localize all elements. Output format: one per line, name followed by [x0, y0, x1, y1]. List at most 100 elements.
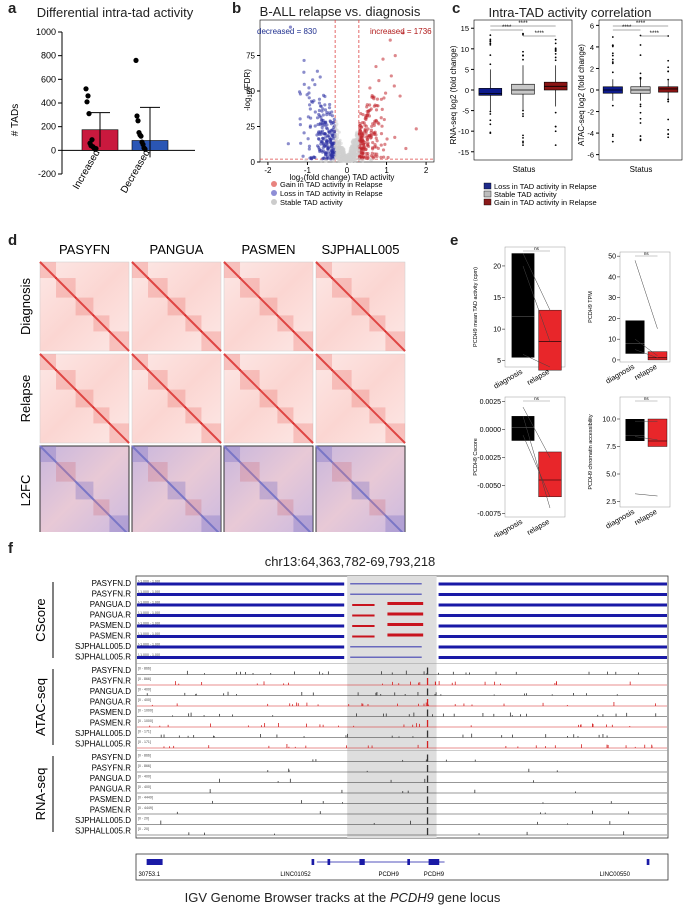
panel-c-outlier — [489, 123, 492, 126]
panel-d-diagonal — [223, 261, 314, 352]
panel-d-tad-block — [93, 407, 110, 424]
panel-c-outlier — [667, 66, 670, 69]
panel-d-tad-block — [148, 278, 168, 298]
panel-c-ytick-label: -5 — [462, 107, 469, 116]
panel-d-tad-block — [224, 262, 241, 279]
panel-b-point — [380, 124, 384, 128]
panel-c-ytick-label: -15 — [458, 148, 469, 157]
panel-d-tad-block — [75, 389, 94, 408]
panel-e-ns: ns — [534, 246, 540, 251]
panel-f-gene-exon — [327, 859, 331, 865]
panel-f-cscore-track — [438, 593, 667, 596]
panel-b-point — [298, 92, 303, 96]
panel-c-outlier — [522, 58, 524, 61]
panel-b-point — [317, 112, 321, 117]
panel-f-cscore-track — [137, 635, 345, 638]
panel-d-diagonal — [315, 261, 406, 352]
panel-b-point — [370, 146, 375, 150]
panel-e-ytick-label: 15 — [493, 295, 501, 302]
panel-d-tad-block — [56, 462, 76, 482]
panel-c-outlier — [667, 59, 670, 62]
panel-f-track-label: PASYFN.D — [92, 666, 132, 675]
panel-e-ylabel: PCDH9 chromatin accessibility — [588, 414, 594, 489]
panel-d-tad-block — [293, 515, 313, 535]
panel-b-point — [354, 133, 358, 137]
panel-e-ytick-label: 0.0025 — [480, 399, 502, 406]
panel-b-xtick-label: 0 — [345, 166, 350, 175]
panel-b-point — [357, 154, 362, 158]
panel-b-point — [368, 86, 372, 90]
panel-c-legend-label: Loss in TAD activity in Relapse — [494, 182, 597, 191]
panel-e-category-label: relapse — [633, 507, 659, 527]
panel-c-outlier — [522, 50, 524, 53]
panel-d-tad-block — [277, 315, 294, 332]
panel-b-point — [316, 137, 321, 141]
panel-b-point — [342, 158, 346, 162]
panel-b-point — [346, 158, 351, 162]
panel-b-point — [299, 141, 303, 145]
panel-d-tad-block — [293, 331, 313, 351]
panel-b-point — [323, 103, 327, 107]
panel-b-point — [382, 155, 386, 159]
panel-b-xtick-label: -1 — [304, 166, 312, 175]
panel-f-track-range: [0 - 400] — [138, 785, 151, 789]
panel-b-point — [320, 122, 324, 126]
panel-c-outlier — [554, 38, 557, 41]
panel-e-ns: ns — [644, 251, 650, 256]
panel-b-point — [352, 145, 357, 149]
panel-f-cscore-positive — [387, 612, 424, 616]
panel-b-point — [385, 137, 389, 141]
panel-c-outlier — [611, 58, 614, 61]
panel-f-gene-exon — [311, 859, 315, 865]
panel-c-outlier — [667, 128, 670, 131]
panel-b-legend-label: Gain in TAD activity in Relapse — [280, 180, 383, 189]
panel-b-ytick-label: 25 — [246, 123, 255, 132]
panel-f-track-label: PASMEN.D — [90, 708, 131, 717]
panel-e-frame — [504, 396, 566, 518]
panel-e-ylabel: PCDH9 Cscore — [473, 438, 479, 476]
panel-b-point — [350, 139, 355, 143]
panel-b-point — [374, 136, 378, 140]
panel-b-point — [306, 115, 310, 119]
panel-b-point — [376, 104, 380, 108]
panel-b-point — [323, 121, 327, 125]
panel-b-point — [380, 107, 384, 111]
panel-b-point — [337, 154, 341, 158]
panel-f-cscore-track — [137, 656, 345, 659]
panel-b-point — [351, 155, 355, 159]
panel-f-track-label: PASYFN.R — [92, 764, 132, 773]
panel-f-gene-label: LINC01052 — [280, 872, 311, 878]
panel-b-point — [298, 117, 302, 121]
panel-b-legend-label: Stable TAD activity — [280, 198, 343, 207]
panel-b-point — [388, 38, 392, 42]
panel-a-chart: -200 0 200 400 600 800 1000 # TADs Increased D… — [10, 27, 195, 195]
panel-b-point — [332, 130, 336, 134]
panel-f-cscore-track — [438, 635, 667, 638]
panel-b-point — [377, 79, 381, 83]
panel-f-track-label: PASMEN.D — [90, 795, 131, 804]
panel-b-point — [342, 147, 346, 151]
panel-f-track-label: PANGUA.D — [90, 687, 131, 696]
panel-c-outlier — [522, 140, 524, 143]
panel-b-point — [302, 70, 306, 74]
panel-c-outlier — [489, 39, 492, 42]
panel-c-box — [658, 86, 679, 93]
panel-b-point — [317, 97, 322, 101]
panel-a-point — [138, 133, 144, 139]
panel-b-point — [320, 125, 324, 130]
panel-c-signif: **** — [518, 21, 528, 27]
panel-f-track-range: [0 - 866] — [138, 754, 151, 758]
panel-e-ytick-label: 5 — [497, 358, 501, 365]
panel-b-point — [368, 157, 372, 162]
panel-c-ytick-label: -10 — [458, 127, 469, 136]
panel-f-track-range: [0 - 20] — [138, 817, 149, 821]
panel-b-point — [382, 117, 386, 122]
panel-e-pair-line — [634, 338, 658, 356]
panel-d-tad-block — [351, 481, 370, 500]
panel-f-cscore-track — [137, 645, 345, 649]
panel-b-point — [311, 78, 315, 82]
panel-f-cscore-track — [137, 593, 345, 596]
panel-e-ytick-label: -0.0050 — [477, 483, 501, 490]
panel-f-cscore-track — [137, 624, 345, 628]
panel-c-outlier — [639, 105, 642, 108]
